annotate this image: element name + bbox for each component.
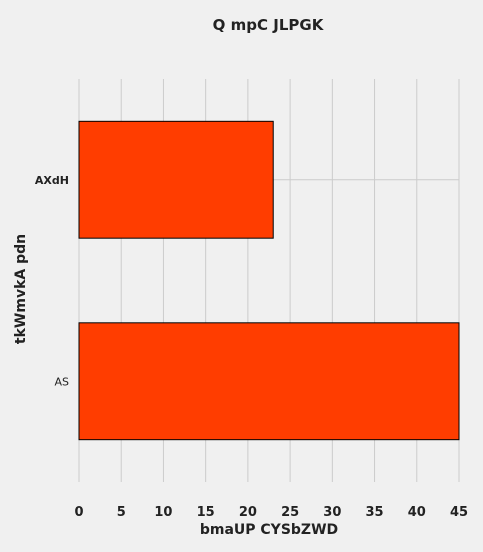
x-axis-label: bmaUP CYSbZWD (200, 522, 338, 538)
y-axis-ticks: AXdH AS (35, 174, 69, 389)
x-tick-label-8: 40 (408, 505, 426, 520)
bar-axdh (79, 121, 273, 238)
bar-as (79, 323, 459, 440)
x-tick-label-9: 45 (450, 505, 468, 520)
bars (79, 121, 459, 439)
x-tick-label-6: 30 (323, 505, 341, 520)
x-tick-label-2: 10 (154, 505, 172, 520)
x-tick-label-1: 5 (117, 505, 126, 520)
x-tick-label-3: 15 (197, 505, 215, 520)
y-tick-label-1: AS (54, 375, 69, 388)
x-axis-ticks: 0 5 10 15 20 25 30 35 40 45 (74, 505, 468, 520)
y-tick-label-0: AXdH (35, 174, 69, 187)
x-tick-label-4: 20 (239, 505, 257, 520)
x-tick-label-7: 35 (366, 505, 384, 520)
y-axis-label: tkWmvkA pdn (13, 234, 29, 344)
chart-title: Q mpC JLPGK (213, 16, 325, 34)
x-tick-label-0: 0 (74, 505, 83, 520)
x-tick-label-5: 25 (281, 505, 299, 520)
